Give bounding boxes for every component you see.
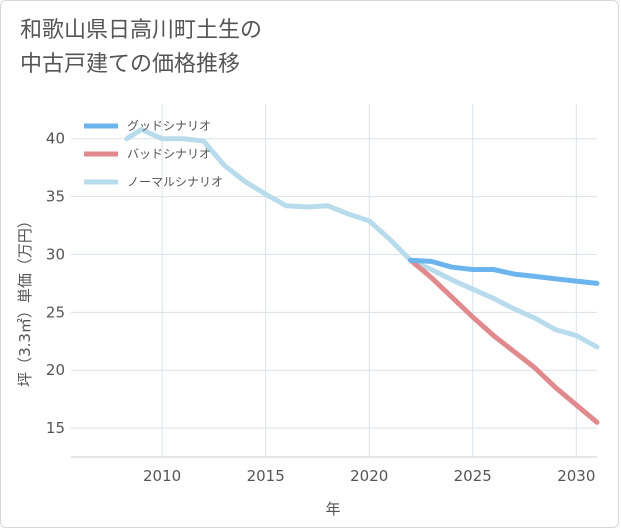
y-axis-label: 坪（3.3㎡）単価（万円） <box>16 213 34 387</box>
x-tick-label: 2020 <box>350 467 388 485</box>
x-tick-label: 2015 <box>247 467 285 485</box>
y-tick-label: 20 <box>46 361 65 379</box>
grid-lines <box>71 104 597 457</box>
series-layer <box>124 127 600 425</box>
series-line-1 <box>408 257 600 425</box>
x-axis-label: 年 <box>325 500 340 518</box>
x-tick-label: 2030 <box>557 467 595 485</box>
chart-title-line2: 中古戸建ての価格推移 <box>20 52 241 77</box>
legend-label-2: ノーマルシナリオ <box>127 175 223 189</box>
y-tick-label: 15 <box>46 419 65 437</box>
x-tick-label: 2025 <box>454 467 492 485</box>
chart-title: 和歌山県日高川町土生の 中古戸建ての価格推移 <box>20 14 262 82</box>
x-tick-label: 2010 <box>143 467 181 485</box>
legend-label-1: バッドシナリオ <box>127 147 211 161</box>
y-tick-label: 30 <box>46 245 65 263</box>
series-line-0 <box>408 257 600 286</box>
series-line-2 <box>124 127 600 350</box>
legend-label-0: グッドシナリオ <box>127 119 211 133</box>
y-tick-label: 35 <box>46 188 65 206</box>
y-tick-label: 40 <box>46 130 65 148</box>
y-tick-label: 25 <box>46 303 65 321</box>
chart-title-line1: 和歌山県日高川町土生の <box>20 18 263 43</box>
